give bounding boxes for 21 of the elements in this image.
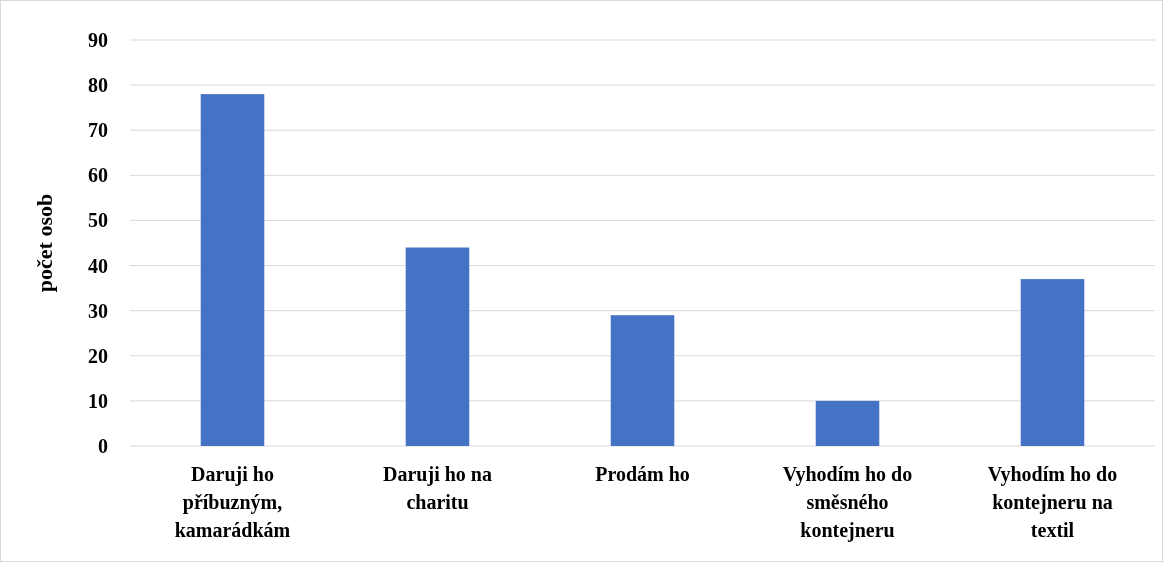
y-tick-label: 10 <box>88 389 108 412</box>
bar <box>610 315 675 446</box>
bar <box>815 400 880 446</box>
y-tick-label: 90 <box>88 29 108 51</box>
x-tick-label: Vyhodím ho do kontejneru na textil <box>987 463 1118 541</box>
y-tick-label: 60 <box>88 164 108 187</box>
x-tick-label: Daruji ho na charitu <box>383 463 492 513</box>
y-tick-label: 0 <box>98 435 108 457</box>
x-tick-label: Daruji ho příbuzným, kamarádkám <box>174 463 291 541</box>
y-tick-label: 40 <box>88 254 108 277</box>
bar <box>405 247 470 446</box>
y-tick-label: 70 <box>88 119 108 142</box>
y-tick-label: 80 <box>88 74 108 97</box>
x-tick-label: Vyhodím ho do směsného kontejneru <box>782 463 913 542</box>
bar <box>1020 279 1085 446</box>
y-tick-label: 20 <box>88 344 108 367</box>
bar <box>200 94 265 446</box>
y-tick-label: 30 <box>88 299 108 322</box>
y-tick-label: 50 <box>88 209 108 232</box>
x-tick-label: Prodám ho <box>595 463 690 485</box>
y-axis-title: počet osob <box>32 193 57 293</box>
